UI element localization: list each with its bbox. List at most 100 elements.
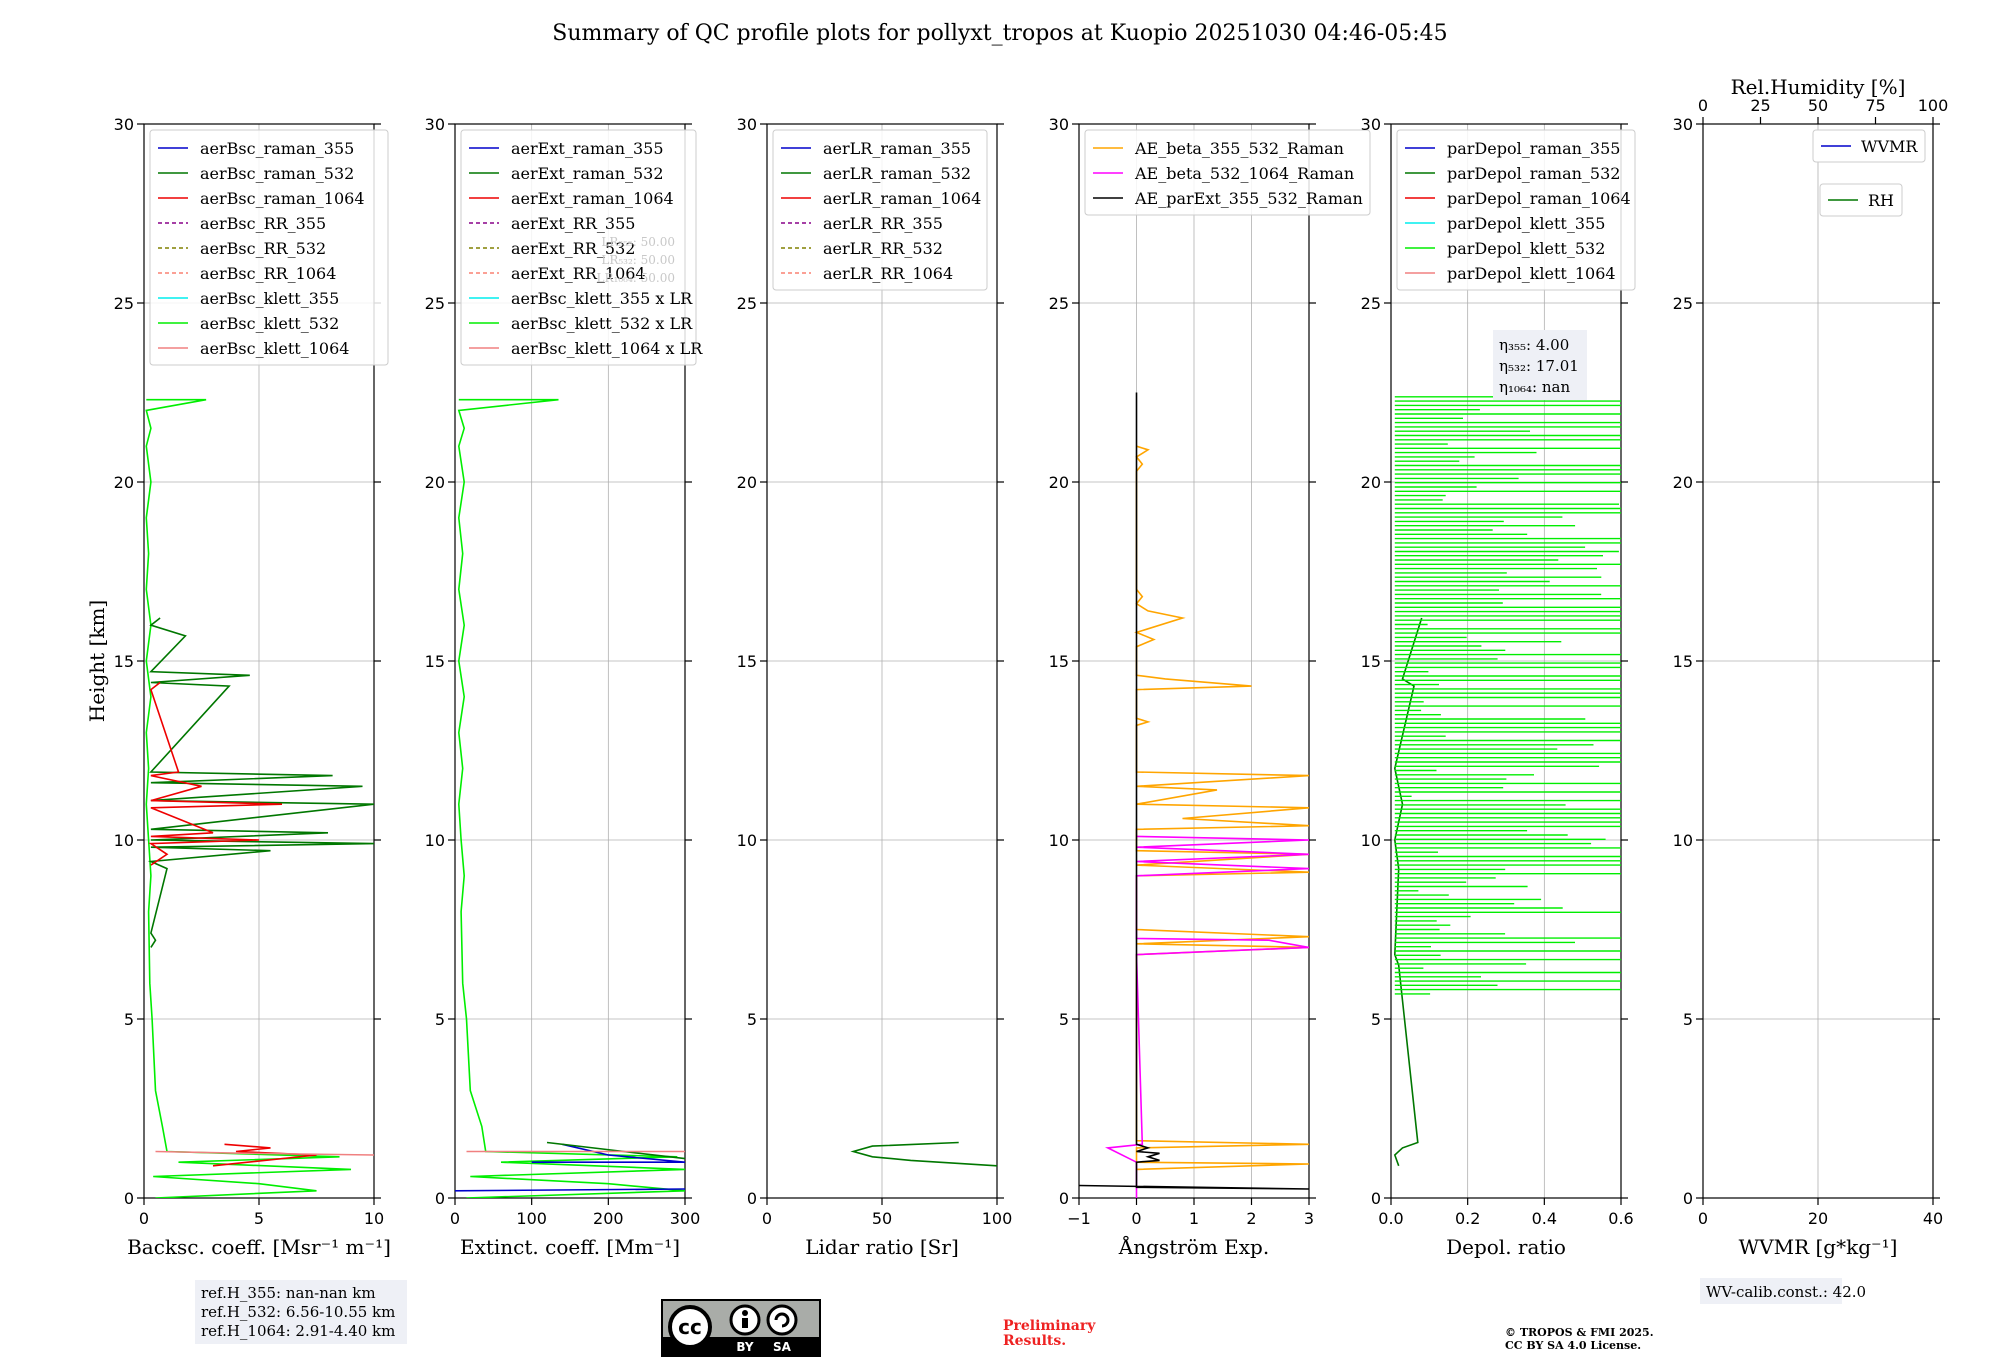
legend-depol: parDepol_raman_355 parDepol_raman_532 parD… (1396, 129, 1636, 291)
x-tick-label: 2 (1246, 1209, 1256, 1228)
eta-label: η₅₃₂: 17.01 (1499, 357, 1579, 375)
series-line-AE_parExt_355_532_Raman (1079, 392, 1309, 1190)
lr-label: LR₁₀₆₄: 50.00 (597, 271, 675, 285)
series-line-AE_beta_355_532_Raman (1134, 445, 1309, 1171)
panel-backscatter: 0 5 10 15 20 25 30 0 5 10 Backsc. coeff. [Msr⁻¹ m⁻… (85, 115, 391, 1259)
y-tick-label: 20 (114, 473, 134, 492)
eta-label: η₃₅₅: 4.00 (1499, 336, 1569, 354)
y-tick-label: 0 (124, 1189, 134, 1208)
x-tick-label: 3 (1304, 1209, 1314, 1228)
ref-heights-box: ref.H_355: nan-nan km ref.H_532: 6.56-10… (195, 1280, 407, 1344)
x-tick-label: 1 (1189, 1209, 1199, 1228)
y-tick-label: 15 (1673, 652, 1693, 671)
series-line-aerLR_raman_532 (850, 1141, 997, 1167)
y-tick-label: 25 (1049, 294, 1069, 313)
legend-lidar_ratio: aerLR_raman_355 aerLR_raman_532 aerLR_rama… (772, 129, 988, 291)
ref-height-1064: ref.H_1064: 2.91-4.40 km (201, 1322, 395, 1340)
legend-label: AE_parExt_355_532_Raman (1134, 189, 1363, 208)
legend-wvmr: WVMR (1812, 129, 1926, 163)
legend-label: AE_beta_532_1064_Raman (1134, 164, 1354, 183)
legend-label: aerLR_raman_1064 (823, 189, 981, 208)
legend-label: aerBsc_klett_355 x LR (511, 289, 693, 308)
y-tick-label: 20 (1049, 473, 1069, 492)
axes-frame (454, 123, 686, 1199)
legend-label: aerBsc_raman_532 (200, 164, 354, 183)
y-tick-label: 30 (1049, 115, 1069, 134)
legend-label: aerBsc_raman_1064 (200, 189, 365, 208)
legend-label: parDepol_klett_1064 (1447, 264, 1616, 283)
y-tick-label: 5 (1371, 1010, 1381, 1029)
series-line-aerBsc_klett_1064 (155, 1150, 374, 1156)
x-tick-label: 0 (450, 1209, 460, 1228)
legend-label: aerBsc_klett_355 (200, 289, 339, 308)
y-axis-label: Height [km] (85, 600, 109, 722)
x-tick-label: 0 (762, 1209, 772, 1228)
legend-backscatter: aerBsc_raman_355 aerBsc_raman_532 aerBsc_r… (149, 129, 389, 366)
ref-height-532: ref.H_532: 6.56-10.55 km (201, 1303, 395, 1321)
legend-label: aerLR_RR_355 (823, 214, 943, 233)
legend-label: aerBsc_klett_532 x LR (511, 314, 693, 333)
series-line-parDepol_raman_532 (1393, 617, 1423, 1167)
x-tick-label: 0 (139, 1209, 149, 1228)
y-tick-label: 15 (425, 652, 445, 671)
legend-label: aerBsc_klett_1064 (200, 339, 349, 358)
x-tick-label: 5 (254, 1209, 264, 1228)
x-tick-label: 10 (364, 1209, 384, 1228)
y-tick-label: 25 (1673, 294, 1693, 313)
y-tick-label: 0 (747, 1189, 757, 1208)
series-line-aerBsc_raman_1064 (212, 1143, 317, 1167)
y-tick-label: 10 (1673, 831, 1693, 850)
x-axis-label: Lidar ratio [Sr] (805, 1235, 959, 1259)
legend-box (149, 129, 389, 366)
x-tick-label: 0 (1131, 1209, 1141, 1228)
eta-box (1493, 330, 1587, 400)
x-tick-label: 100 (516, 1209, 547, 1228)
eta-label: η₁₀₆₄: nan (1499, 378, 1570, 396)
x-tick-label: 0.2 (1455, 1209, 1480, 1228)
legend-rh: RH (1819, 183, 1903, 217)
y-tick-label: 10 (1049, 831, 1069, 850)
legend-label: parDepol_raman_532 (1447, 164, 1620, 183)
series-line-aerBsc_klett_532 (145, 398, 352, 1198)
copyright-line1: © TROPOS & FMI 2025. (1505, 1326, 1654, 1339)
axes-frame (1390, 123, 1622, 1199)
legend-label: parDepol_raman_355 (1447, 139, 1620, 158)
x-tick-label: 100 (982, 1209, 1013, 1228)
legend-label: aerBsc_RR_355 (200, 214, 326, 233)
y-tick-label: 5 (124, 1010, 134, 1029)
x-tick-label: 40 (1923, 1209, 1943, 1228)
y-tick-label: 30 (114, 115, 134, 134)
legend-label: aerExt_RR_532 (511, 239, 635, 258)
legend-label: parDepol_klett_355 (1447, 214, 1605, 233)
x-tick-label: 0.4 (1532, 1209, 1557, 1228)
legend-box (772, 129, 988, 291)
y-tick-label: 15 (114, 652, 134, 671)
legend-box (460, 129, 697, 366)
legend-label: aerBsc_raman_355 (200, 139, 354, 158)
y-tick-label: 0 (435, 1189, 445, 1208)
lr-label: LR₃₅₅: 50.00 (601, 235, 675, 249)
preliminary-line1: Preliminary (1003, 1318, 1096, 1334)
legend-label: aerBsc_klett_532 (200, 314, 339, 333)
series-line-aerExt_raman_355 (455, 1188, 685, 1192)
y-tick-label: 10 (1361, 831, 1381, 850)
x-axis-label: WVMR [g*kg⁻¹] (1739, 1235, 1898, 1259)
y-tick-label: 15 (1049, 652, 1069, 671)
legend-label: aerExt_RR_355 (511, 214, 635, 233)
series-line-aerBsc_raman_1064 (148, 681, 283, 866)
legend-box (1396, 129, 1636, 291)
legend-label: parDepol_raman_1064 (1447, 189, 1631, 208)
wv-calib-const: WV-calib.const.: 42.0 (1706, 1283, 1866, 1301)
y-tick-label: 30 (1361, 115, 1381, 134)
series-line-aerExt_raman_355 (531, 1143, 685, 1163)
y-tick-label: 5 (1683, 1010, 1693, 1029)
legend-box (1812, 129, 1926, 163)
y-tick-label: 20 (1361, 473, 1381, 492)
y-tick-label: 0 (1683, 1189, 1693, 1208)
panel-lidar_ratio: 0 5 10 15 20 25 30 0 50 100 Lidar ratio [Sr] aerLR_… (737, 115, 1013, 1259)
x-tick-label: 50 (872, 1209, 892, 1228)
share-alike-icon (766, 1304, 798, 1336)
